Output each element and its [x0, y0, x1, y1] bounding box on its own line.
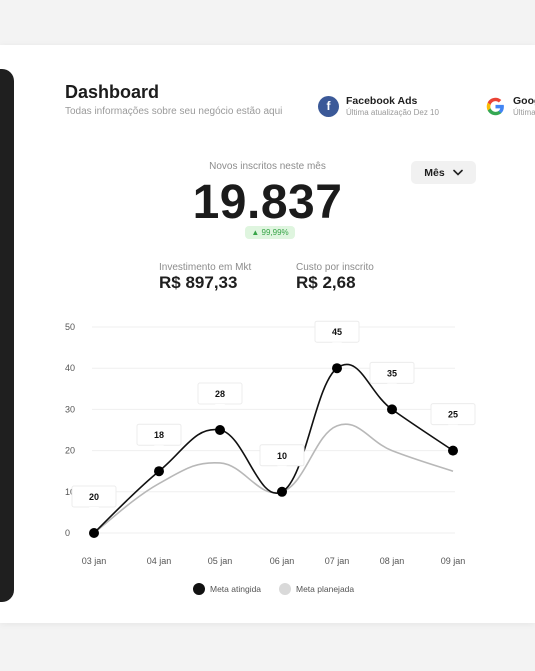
y-tick-label: 50	[65, 322, 75, 332]
data-label-pointer	[448, 424, 458, 430]
y-tick-label: 0	[65, 528, 70, 538]
change-badge: ▲ 99,99%	[245, 226, 295, 239]
x-tick-label: 07 jan	[325, 556, 350, 566]
x-tick-label: 04 jan	[147, 556, 172, 566]
data-label-pointer	[277, 465, 287, 471]
data-label: 18	[154, 430, 164, 440]
metric-investment-label: Investimento em Mkt	[159, 262, 252, 273]
legend-swatch	[279, 583, 291, 595]
data-label: 20	[89, 492, 99, 502]
kpi-label: Novos inscritos neste mês	[209, 161, 326, 172]
data-label: 35	[387, 368, 397, 378]
metric-cost-value: R$ 2,68	[296, 273, 356, 292]
data-label-pointer	[332, 342, 342, 348]
x-tick-label: 06 jan	[270, 556, 295, 566]
data-point	[215, 425, 225, 435]
y-tick-label: 10	[65, 487, 75, 497]
data-label: 10	[277, 451, 287, 461]
chevron-down-icon	[452, 167, 463, 179]
data-point	[387, 404, 397, 415]
y-tick-label: 40	[65, 363, 75, 373]
sidebar	[0, 69, 14, 602]
legend-label: Meta atingida	[210, 584, 262, 594]
metric-cost-label: Custo por inscrito	[296, 262, 374, 273]
dashboard-card	[0, 45, 535, 623]
source-facebook-ads[interactable]: f Facebook Ads Última atualização Dez 10	[318, 95, 439, 117]
data-label: 45	[332, 327, 342, 337]
data-label: 28	[215, 389, 225, 399]
data-point	[448, 445, 458, 456]
kpi-value: 19.837	[192, 176, 343, 229]
source-name: Facebook Ads	[346, 95, 418, 107]
metric-investment-value: R$ 897,33	[159, 273, 238, 292]
x-tick-label: 03 jan	[82, 556, 107, 566]
facebook-icon: f	[318, 95, 339, 117]
legend-swatch	[193, 583, 205, 595]
legend-item-meta-atingida: Meta atingida	[193, 583, 261, 595]
period-select-value: Mês	[424, 166, 445, 179]
data-label-pointer	[215, 404, 225, 409]
data-point	[154, 466, 164, 477]
x-tick-label: 09 jan	[441, 556, 466, 566]
y-tick-label: 30	[65, 404, 75, 414]
legend-item-meta-planejada: Meta planejada	[279, 583, 354, 595]
y-tick-label: 20	[65, 446, 75, 456]
page-subtitle: Todas informações sobre seu negócio estã…	[65, 106, 283, 117]
data-point	[332, 363, 342, 374]
data-label-pointer	[89, 507, 99, 512]
x-tick-label: 05 jan	[208, 556, 233, 566]
legend-label: Meta planejada	[296, 584, 355, 594]
data-label: 25	[448, 410, 458, 420]
source-google[interactable]: Goog Última	[485, 95, 535, 117]
data-label-pointer	[154, 445, 164, 451]
data-point	[89, 528, 99, 538]
line-chart: 0 10 20 30 40 50 03 jan 04 jan 05 jan 06 jan 07 ja…	[65, 320, 476, 566]
data-label-pointer	[387, 383, 397, 389]
source-name: Goog	[513, 95, 535, 107]
source-updated: Última	[513, 108, 535, 117]
period-select[interactable]: Mês	[411, 161, 476, 184]
page-title: Dashboard	[65, 82, 160, 102]
google-icon	[485, 96, 506, 117]
x-tick-label: 08 jan	[380, 556, 405, 566]
data-point	[277, 486, 287, 497]
source-updated: Última atualização Dez 10	[346, 108, 439, 117]
